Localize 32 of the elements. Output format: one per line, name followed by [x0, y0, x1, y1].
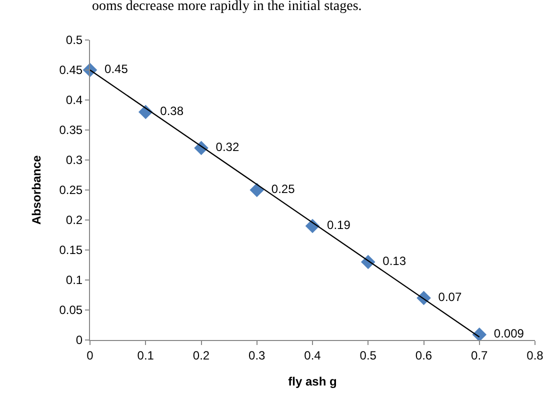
x-tick-label: 0.7: [471, 348, 488, 362]
x-tick-label: 0.5: [360, 348, 377, 362]
x-tick-label: 0.6: [415, 348, 432, 362]
y-tick-label: 0.35: [59, 123, 83, 138]
text: ooms decrease more rapidly in the initial stages.: [92, 0, 362, 14]
data-label: 0.32: [209, 140, 240, 154]
x-tick-label: 0.4: [304, 348, 322, 362]
data-label: 0.13: [376, 254, 406, 268]
x-axis-title: fly ash g: [288, 374, 337, 388]
x-tick-label: 0.2: [192, 348, 210, 362]
y-tick-label: 0.45: [59, 63, 83, 78]
x-tick-label: 0.1: [137, 348, 154, 362]
x-tick-label: 0: [86, 348, 94, 362]
y-axis-title: Absorbance: [30, 155, 44, 225]
y-tick-label: 0: [76, 333, 83, 348]
y-tick-label: 0.25: [59, 183, 83, 198]
data-label: 0.07: [432, 290, 462, 304]
point: [250, 182, 264, 198]
data-label: 0.25: [264, 182, 296, 196]
y-tick-label: 0.4: [66, 93, 83, 108]
data-label: 0.19: [320, 218, 351, 232]
y-tick-label: 0.05: [59, 303, 83, 318]
x-tick-label: 0.8: [526, 348, 544, 362]
y-tick-label: 0.3: [66, 153, 83, 168]
x-tick-label: 0.3: [248, 348, 266, 362]
y-tick-label: 0.2: [66, 213, 83, 228]
y-tick-label: 0.15: [59, 243, 83, 258]
y-tick-label: 0.5: [66, 33, 83, 48]
data-label: 0.009: [487, 326, 524, 341]
data-label: 0.45: [98, 62, 128, 76]
y-tick-label: 0.1: [66, 273, 83, 288]
data-label: 0.38: [154, 104, 184, 118]
